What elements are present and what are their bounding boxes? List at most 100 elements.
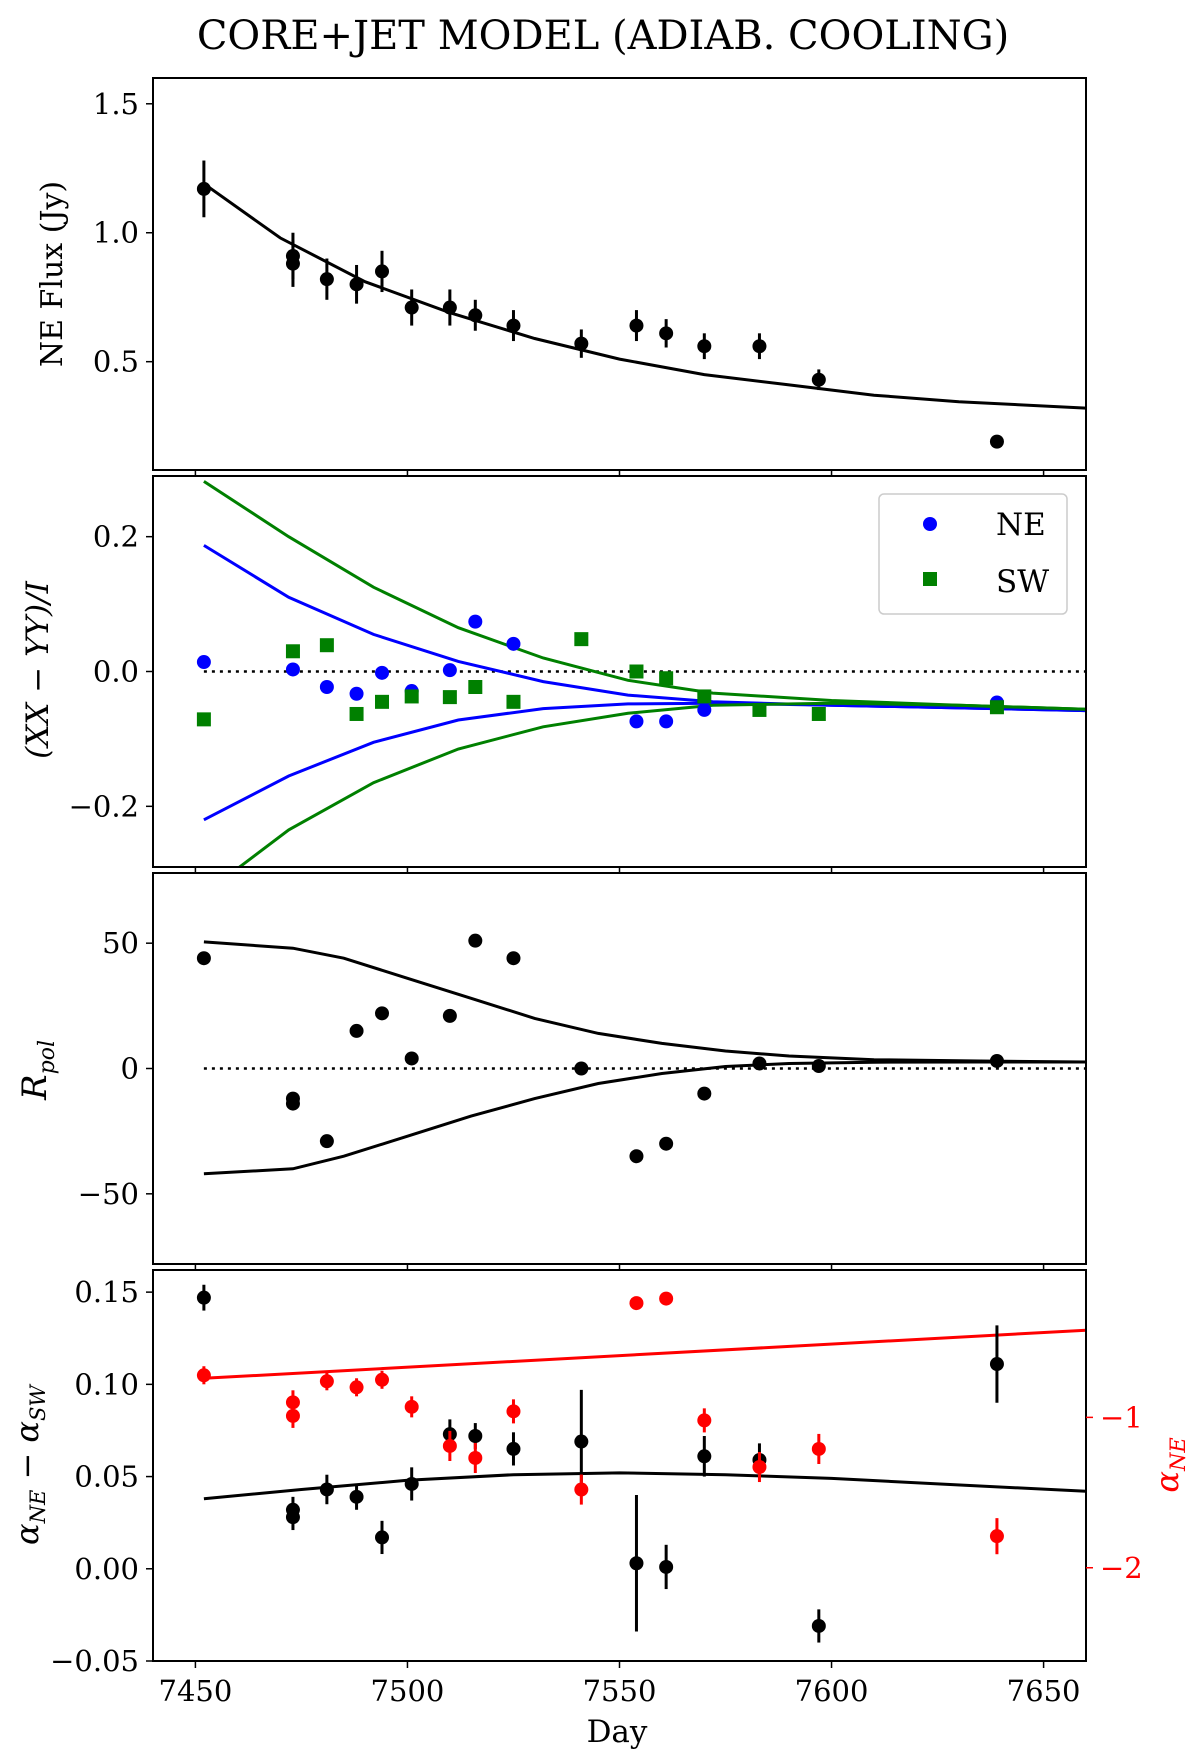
rpol-label-main: R bbox=[15, 1074, 55, 1101]
data-point-sw-1 bbox=[285, 644, 300, 659]
data-point-alpha-ne-15 bbox=[811, 1441, 826, 1456]
data-point-ne-flux-data-11 bbox=[629, 318, 644, 333]
data-point-alpha-ne-alpha-sw-8 bbox=[468, 1428, 483, 1443]
alpha-label-a1: α bbox=[8, 1523, 46, 1545]
plot-content bbox=[196, 933, 1086, 1176]
data-point-r-pol-data-8 bbox=[468, 933, 483, 948]
data-point-alpha-ne-alpha-sw-5 bbox=[375, 1530, 390, 1545]
data-point-sw-12 bbox=[697, 689, 712, 704]
data-point-r-pol-data-16 bbox=[989, 1053, 1004, 1068]
data-point-sw-9 bbox=[574, 632, 589, 647]
data-point-alpha-ne-alpha-sw-6 bbox=[404, 1476, 419, 1491]
data-point-ne-7 bbox=[468, 614, 483, 629]
data-point-ne-flux-data-7 bbox=[442, 300, 457, 315]
alpha-label-s2: SW bbox=[26, 1383, 50, 1421]
y-tick-label-2: 0.05 bbox=[74, 1460, 139, 1494]
data-point-sw-5 bbox=[404, 689, 419, 704]
data-point-ne-flux-data-6 bbox=[404, 300, 419, 315]
flux-plot-area bbox=[152, 77, 1087, 471]
data-point-r-pol-data-10 bbox=[574, 1061, 589, 1076]
data-point-sw-4 bbox=[375, 694, 390, 709]
data-point-sw-14 bbox=[811, 706, 826, 721]
legend: NE SW bbox=[878, 493, 1068, 615]
polarization-y-axis-label: (XX − YY)/I bbox=[20, 580, 56, 758]
plot-content bbox=[196, 1284, 1086, 1643]
data-point-sw-7 bbox=[468, 680, 483, 695]
y-tick-label-0: −50 bbox=[78, 1177, 139, 1211]
y-tick-label-3: 0.10 bbox=[74, 1367, 139, 1401]
flux-y-ticks: 0.5 1.0 1.5 bbox=[93, 87, 153, 379]
data-point-sw-8 bbox=[506, 694, 521, 709]
x-tick-label-1: 7500 bbox=[371, 1674, 445, 1708]
alpha-y-ticks: −0.05 0.00 0.05 0.10 0.15 bbox=[50, 1275, 153, 1678]
data-point-alpha-ne-0 bbox=[196, 1368, 211, 1383]
data-point-ne-0 bbox=[196, 655, 211, 670]
data-point-ne-9 bbox=[629, 714, 644, 729]
alpha-ne-y2-axis-label: αNE bbox=[1148, 1437, 1190, 1492]
data-point-ne-2 bbox=[319, 680, 334, 695]
legend-label-ne: NE bbox=[996, 507, 1046, 543]
data-point-ne-flux-data-10 bbox=[574, 336, 589, 351]
y-tick-label-0: 0.5 bbox=[93, 345, 139, 379]
plot-content bbox=[196, 480, 1086, 867]
data-point-sw-6 bbox=[442, 690, 457, 705]
data-point-r-pol-data-3 bbox=[319, 1134, 334, 1149]
data-point-alpha-ne-alpha-sw-11 bbox=[629, 1556, 644, 1571]
data-point-alpha-ne-alpha-sw-12 bbox=[659, 1559, 674, 1574]
panel-alpha: −0.050.000.050.100.15 −1−2 7450 7500 7550 7… bbox=[8, 1269, 1190, 1750]
data-point-r-pol-data-4 bbox=[349, 1023, 364, 1038]
alpha-ne-label-a: α bbox=[1148, 1471, 1186, 1493]
plot-content bbox=[196, 160, 1086, 449]
plot-frame bbox=[152, 1269, 1087, 1662]
data-point-ne-flux-data-15 bbox=[811, 372, 826, 387]
panel-polarization: −0.2 0.0 0.2 (XX − YY)/I NE SW bbox=[20, 475, 1087, 874]
data-point-alpha-ne-4 bbox=[349, 1380, 364, 1395]
rpol-plot-area bbox=[152, 872, 1087, 1265]
chart-title: CORE+JET MODEL (ADIAB. COOLING) bbox=[197, 13, 1009, 59]
x-axis-label: Day bbox=[587, 1714, 648, 1750]
y-tick-label-2: 50 bbox=[102, 926, 139, 960]
model-curve-r-pol-lower bbox=[203, 1060, 1086, 1176]
alpha-label-op: − bbox=[8, 1443, 46, 1490]
data-point-r-pol-data-2 bbox=[285, 1096, 300, 1111]
data-point-ne-10 bbox=[659, 714, 674, 729]
data-point-ne-4 bbox=[375, 665, 390, 680]
alpha-label-a2: α bbox=[8, 1421, 46, 1443]
data-point-r-pol-data-12 bbox=[659, 1136, 674, 1151]
polarization-plot-area bbox=[152, 475, 1087, 868]
rpol-label-sub: pol bbox=[35, 1040, 60, 1074]
data-point-r-pol-data-11 bbox=[629, 1149, 644, 1164]
data-point-alpha-ne-10 bbox=[574, 1482, 589, 1497]
panel-ne-flux: 0.5 1.0 1.5 NE Flux (Jy) bbox=[35, 77, 1087, 477]
alpha-y-axis-label: αNE − αSW bbox=[8, 1383, 50, 1545]
data-point-r-pol-data-14 bbox=[752, 1056, 767, 1071]
data-point-sw-15 bbox=[989, 700, 1004, 715]
x-tick-label-4: 7650 bbox=[1007, 1674, 1081, 1708]
alpha-ne-label-s: NE bbox=[1166, 1437, 1190, 1472]
data-point-alpha-ne-1 bbox=[285, 1395, 300, 1410]
data-point-alpha-ne-2 bbox=[285, 1408, 300, 1423]
data-point-ne-flux-data-2 bbox=[285, 256, 300, 271]
data-point-r-pol-data-9 bbox=[506, 951, 521, 966]
data-point-ne-flux-data-12 bbox=[659, 326, 674, 341]
legend-label-sw: SW bbox=[996, 564, 1049, 600]
data-point-sw-2 bbox=[319, 638, 334, 653]
data-point-alpha-ne-alpha-sw-2 bbox=[285, 1510, 300, 1525]
data-point-alpha-ne-13 bbox=[697, 1413, 712, 1428]
data-point-r-pol-data-5 bbox=[375, 1006, 390, 1021]
data-point-ne-flux-data-13 bbox=[697, 339, 712, 354]
data-point-alpha-ne-5 bbox=[375, 1372, 390, 1387]
y-tick-label-1: 1.0 bbox=[93, 216, 139, 250]
model-curve-sw-lower bbox=[237, 701, 1086, 867]
data-point-r-pol-data-15 bbox=[811, 1058, 826, 1073]
y-tick-label-0: −0.05 bbox=[50, 1644, 139, 1678]
data-point-ne-3 bbox=[349, 686, 364, 701]
data-point-alpha-ne-14 bbox=[752, 1460, 767, 1475]
y-tick-label-1: 0.00 bbox=[74, 1552, 139, 1586]
legend-marker-sw bbox=[923, 572, 937, 586]
data-point-alpha-ne-alpha-sw-10 bbox=[574, 1434, 589, 1449]
data-point-alpha-ne-16 bbox=[989, 1529, 1004, 1544]
data-point-sw-0 bbox=[196, 712, 211, 727]
data-point-ne-flux-data-0 bbox=[196, 181, 211, 196]
